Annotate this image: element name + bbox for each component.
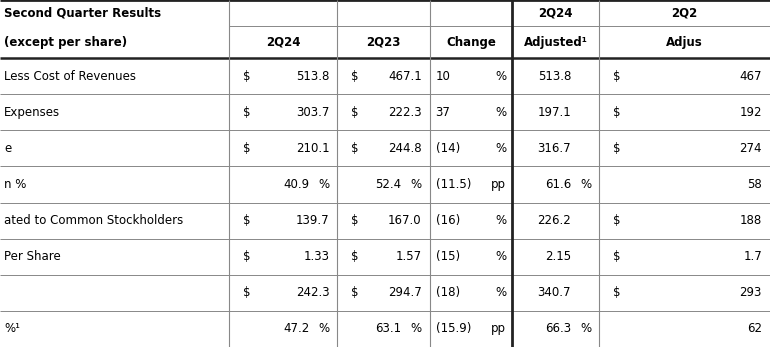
Text: %: % (580, 322, 591, 336)
Text: 62: 62 (747, 322, 762, 336)
Text: $: $ (613, 142, 621, 155)
Text: 467: 467 (739, 69, 762, 83)
Text: 37: 37 (436, 106, 450, 119)
Text: ated to Common Stockholders: ated to Common Stockholders (4, 214, 183, 227)
Text: %: % (495, 214, 506, 227)
Text: %: % (580, 178, 591, 191)
Text: Less Cost of Revenues: Less Cost of Revenues (4, 69, 136, 83)
Text: 139.7: 139.7 (296, 214, 330, 227)
Text: 274: 274 (739, 142, 762, 155)
Text: $: $ (243, 250, 251, 263)
Text: (11.5): (11.5) (436, 178, 471, 191)
Text: 61.6: 61.6 (545, 178, 571, 191)
Text: 513.8: 513.8 (537, 69, 571, 83)
Text: $: $ (613, 286, 621, 299)
Text: $: $ (243, 286, 251, 299)
Text: $: $ (243, 106, 251, 119)
Text: 1.33: 1.33 (303, 250, 330, 263)
Text: (except per share): (except per share) (4, 35, 127, 49)
Text: 303.7: 303.7 (296, 106, 330, 119)
Text: %: % (495, 69, 506, 83)
Text: %: % (318, 178, 330, 191)
Text: 58: 58 (747, 178, 762, 191)
Text: 294.7: 294.7 (388, 286, 422, 299)
Text: Second Quarter Results: Second Quarter Results (4, 7, 161, 19)
Text: $: $ (613, 214, 621, 227)
Text: 197.1: 197.1 (537, 106, 571, 119)
Text: (16): (16) (436, 214, 460, 227)
Text: $: $ (351, 69, 359, 83)
Text: 1.7: 1.7 (743, 250, 762, 263)
Text: $: $ (351, 214, 359, 227)
Text: (14): (14) (436, 142, 460, 155)
Text: 2Q24: 2Q24 (538, 7, 573, 19)
Text: 293: 293 (740, 286, 762, 299)
Text: $: $ (351, 250, 359, 263)
Text: $: $ (351, 142, 359, 155)
Text: 222.3: 222.3 (388, 106, 422, 119)
Text: 47.2: 47.2 (283, 322, 310, 336)
Text: $: $ (351, 286, 359, 299)
Text: 316.7: 316.7 (537, 142, 571, 155)
Text: %: % (495, 250, 506, 263)
Text: 340.7: 340.7 (537, 286, 571, 299)
Text: 40.9: 40.9 (283, 178, 310, 191)
Text: 188: 188 (740, 214, 762, 227)
Text: 167.0: 167.0 (388, 214, 422, 227)
Text: $: $ (613, 250, 621, 263)
Text: $: $ (613, 69, 621, 83)
Text: %¹: %¹ (4, 322, 20, 336)
Text: n %: n % (4, 178, 26, 191)
Text: 10: 10 (436, 69, 450, 83)
Text: %: % (410, 178, 422, 191)
Text: 2Q24: 2Q24 (266, 35, 300, 49)
Text: e: e (4, 142, 12, 155)
Text: 210.1: 210.1 (296, 142, 330, 155)
Text: $: $ (243, 214, 251, 227)
Text: %: % (495, 286, 506, 299)
Text: Adjus: Adjus (666, 35, 703, 49)
Text: 467.1: 467.1 (388, 69, 422, 83)
Text: (15): (15) (436, 250, 460, 263)
Text: %: % (495, 142, 506, 155)
Text: %: % (495, 106, 506, 119)
Text: 513.8: 513.8 (296, 69, 330, 83)
Text: pp: pp (491, 322, 506, 336)
Text: $: $ (243, 142, 251, 155)
Text: (15.9): (15.9) (436, 322, 471, 336)
Text: 1.57: 1.57 (396, 250, 422, 263)
Text: Change: Change (446, 35, 496, 49)
Text: 192: 192 (739, 106, 762, 119)
Text: 63.1: 63.1 (376, 322, 402, 336)
Text: 2.15: 2.15 (545, 250, 571, 263)
Text: Adjusted¹: Adjusted¹ (524, 35, 588, 49)
Text: Per Share: Per Share (4, 250, 61, 263)
Text: Expenses: Expenses (4, 106, 60, 119)
Text: $: $ (243, 69, 251, 83)
Text: %: % (410, 322, 422, 336)
Text: $: $ (613, 106, 621, 119)
Text: 242.3: 242.3 (296, 286, 330, 299)
Text: $: $ (351, 106, 359, 119)
Text: 2Q2: 2Q2 (671, 7, 698, 19)
Text: %: % (318, 322, 330, 336)
Text: 2Q23: 2Q23 (367, 35, 400, 49)
Text: 52.4: 52.4 (376, 178, 402, 191)
Text: 226.2: 226.2 (537, 214, 571, 227)
Text: pp: pp (491, 178, 506, 191)
Text: (18): (18) (436, 286, 460, 299)
Text: 66.3: 66.3 (545, 322, 571, 336)
Text: 244.8: 244.8 (388, 142, 422, 155)
